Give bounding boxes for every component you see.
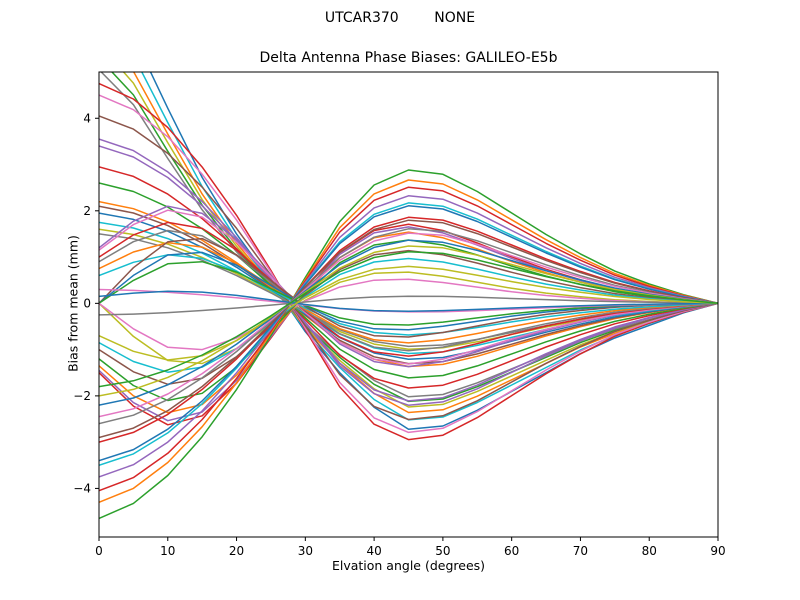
series-line <box>99 186 718 492</box>
series-line <box>99 115 718 421</box>
series-line <box>99 228 718 425</box>
series-line <box>99 232 718 418</box>
series-line <box>99 221 718 357</box>
series-line <box>99 219 718 439</box>
series-line <box>149 72 718 430</box>
x-tick-label: 0 <box>95 544 103 558</box>
series-line <box>99 195 718 478</box>
series-line <box>99 239 718 406</box>
figure-suptitle: UTCAR370 NONE <box>324 10 476 26</box>
series-line <box>99 179 718 503</box>
series-line <box>99 145 718 402</box>
series-line <box>132 72 718 414</box>
series-line <box>99 82 718 441</box>
x-axis-label: Elvation angle (degrees) <box>331 558 486 573</box>
series-line <box>99 239 718 402</box>
series-line <box>99 295 718 316</box>
series-line <box>99 290 718 313</box>
series-line <box>99 209 718 365</box>
x-tick-label: 20 <box>229 544 244 558</box>
series-group <box>99 72 718 520</box>
series-line <box>99 94 718 434</box>
series-line <box>99 237 718 338</box>
series-line <box>99 169 718 520</box>
y-tick-label: 2 <box>83 204 91 218</box>
x-tick-label: 40 <box>366 544 381 558</box>
x-tick-label: 30 <box>298 544 313 558</box>
series-line <box>122 72 718 408</box>
y-tick-label: 4 <box>83 111 91 125</box>
series-line <box>100 72 718 398</box>
series-line <box>99 138 718 406</box>
series-line <box>99 229 718 352</box>
x-tick-label: 70 <box>573 544 588 558</box>
x-tick-label: 80 <box>642 544 657 558</box>
x-tick-label: 60 <box>504 544 519 558</box>
y-tick-label: −2 <box>73 389 91 403</box>
series-line <box>99 241 718 344</box>
chart-title: Delta Antenna Phase Biases: GALILEO-E5b <box>259 50 558 66</box>
series-line <box>99 245 718 397</box>
y-tick-label: 0 <box>83 296 91 310</box>
x-tick-label: 10 <box>160 544 175 558</box>
series-line <box>99 166 718 389</box>
series-line <box>99 278 718 351</box>
series-line <box>99 254 718 336</box>
series-line <box>99 271 718 365</box>
series-line <box>99 205 718 462</box>
y-tick-label: −4 <box>73 481 91 495</box>
x-tick-label: 50 <box>435 544 450 558</box>
axes-frame <box>98 71 719 538</box>
series-line <box>99 250 718 388</box>
x-tick-label: 90 <box>710 544 725 558</box>
